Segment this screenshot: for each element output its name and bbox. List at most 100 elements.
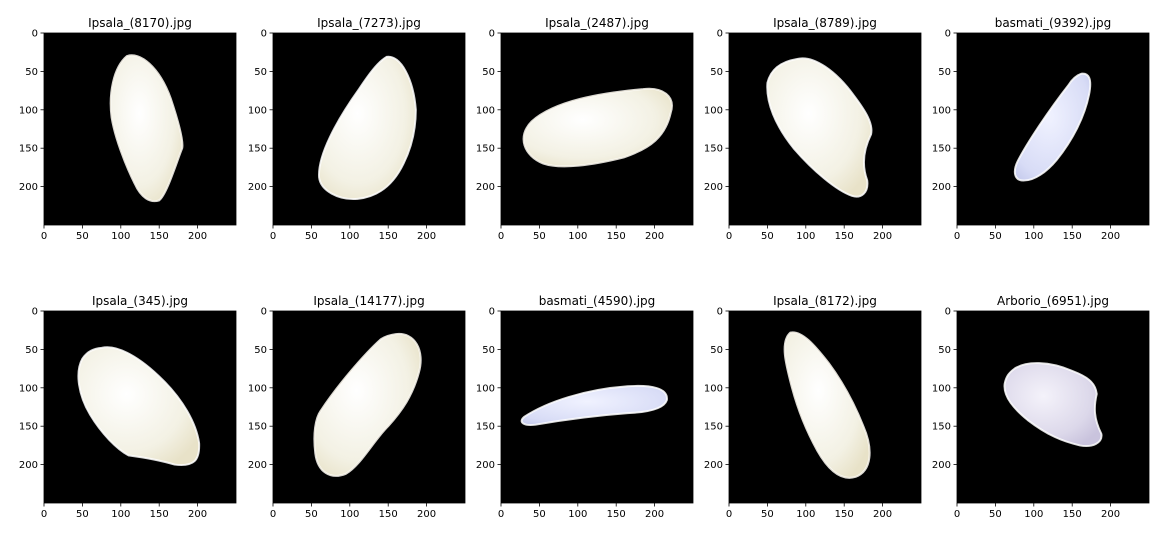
y-tick-label: 50 — [710, 67, 723, 78]
panel-title: Ipsala_(345).jpg — [92, 294, 188, 308]
panel-title: Ipsala_(8170).jpg — [88, 16, 192, 30]
y-tick-label: 150 — [476, 422, 495, 433]
y-tick-label: 200 — [248, 460, 267, 471]
x-tick-label: 0 — [498, 231, 504, 242]
x-tick-label: 200 — [1101, 509, 1120, 520]
y-tick-label: 0 — [489, 29, 495, 40]
y-tick-label: 200 — [704, 460, 723, 471]
rice-grain-image — [313, 333, 422, 477]
rice-grain-image — [522, 87, 673, 168]
y-tick-label: 100 — [932, 105, 951, 116]
x-tick-label: 150 — [835, 231, 854, 242]
y-tick-label: 100 — [19, 105, 38, 116]
y-tick-label: 150 — [704, 144, 723, 155]
y-tick-label: 0 — [717, 307, 723, 318]
panel-title: basmati_(4590).jpg — [539, 294, 656, 308]
axes-frame — [500, 310, 694, 504]
x-tick-label: 0 — [726, 509, 732, 520]
x-tick-label: 50 — [305, 231, 318, 242]
panel-title: Ipsala_(7273).jpg — [317, 16, 421, 30]
x-tick-label: 100 — [340, 231, 359, 242]
panel-title: Ipsala_(14177).jpg — [313, 294, 424, 308]
x-tick-label: 50 — [76, 509, 89, 520]
axes-frame — [272, 32, 466, 226]
image-panel: basmati_(4590).jpg 0 50 100 150 200 0 50 100 150 2… — [476, 294, 694, 520]
rice-grain-image — [766, 57, 873, 198]
y-tick-label: 100 — [704, 383, 723, 394]
y-tick-label: 150 — [476, 144, 495, 155]
rice-grain-image — [520, 384, 668, 426]
x-tick-label: 0 — [270, 509, 276, 520]
x-tick-label: 150 — [607, 509, 626, 520]
rice-grain-image — [318, 55, 417, 200]
x-tick-label: 200 — [1101, 231, 1120, 242]
y-tick-label: 100 — [248, 105, 267, 116]
y-tick-label: 100 — [19, 383, 38, 394]
y-tick-label: 0 — [945, 307, 951, 318]
y-tick-label: 50 — [254, 67, 267, 78]
x-tick-label: 0 — [726, 231, 732, 242]
image-panel: Ipsala_(8172).jpg 0 50 100 150 200 0 50 100 150 20… — [704, 294, 922, 520]
panel-title: Arborio_(6951).jpg — [997, 294, 1109, 308]
x-tick-label: 50 — [533, 509, 546, 520]
x-tick-label: 200 — [188, 509, 207, 520]
x-tick-label: 200 — [645, 231, 664, 242]
y-tick-label: 50 — [25, 345, 38, 356]
x-tick-label: 200 — [417, 509, 436, 520]
y-tick-label: 0 — [489, 307, 495, 318]
y-tick-label: 0 — [717, 29, 723, 40]
x-tick-label: 0 — [41, 509, 47, 520]
axes-frame — [272, 310, 466, 504]
panel-title: Ipsala_(8172).jpg — [773, 294, 877, 308]
image-panel: Ipsala_(2487).jpg 0 50 100 150 200 0 50 100 150 20… — [476, 16, 694, 242]
x-tick-label: 200 — [645, 509, 664, 520]
y-tick-label: 150 — [248, 422, 267, 433]
rice-grain-image — [1003, 362, 1103, 447]
x-tick-label: 200 — [188, 231, 207, 242]
x-tick-label: 150 — [1063, 231, 1082, 242]
x-tick-label: 100 — [796, 231, 815, 242]
y-tick-label: 0 — [32, 29, 38, 40]
y-tick-label: 200 — [476, 182, 495, 193]
y-tick-label: 100 — [248, 383, 267, 394]
y-tick-label: 100 — [932, 383, 951, 394]
y-tick-label: 200 — [19, 182, 38, 193]
y-tick-label: 150 — [248, 144, 267, 155]
image-panel: Ipsala_(345).jpg 0 50 100 150 200 0 50 100 150 200 — [19, 294, 237, 520]
x-tick-label: 50 — [305, 509, 318, 520]
x-tick-label: 50 — [761, 509, 774, 520]
image-panel: Ipsala_(8170).jpg 0 50 100 150 200 0 50 100 150 20… — [19, 16, 237, 242]
x-tick-label: 100 — [568, 509, 587, 520]
y-tick-label: 200 — [476, 460, 495, 471]
x-tick-label: 0 — [954, 509, 960, 520]
x-tick-label: 100 — [111, 509, 130, 520]
panel-title: basmati_(9392).jpg — [995, 16, 1112, 30]
axes-frame — [43, 32, 237, 226]
y-tick-label: 150 — [19, 422, 38, 433]
y-tick-label: 50 — [482, 67, 495, 78]
rice-grain-image — [1013, 72, 1092, 182]
y-tick-label: 50 — [254, 345, 267, 356]
x-tick-label: 0 — [41, 231, 47, 242]
panel-title: Ipsala_(2487).jpg — [545, 16, 649, 30]
x-tick-label: 150 — [607, 231, 626, 242]
x-tick-label: 200 — [873, 509, 892, 520]
x-tick-label: 0 — [270, 231, 276, 242]
image-panel: Ipsala_(8789).jpg 0 50 100 150 200 0 50 100 150 20… — [704, 16, 922, 242]
rice-grain-image — [783, 331, 871, 479]
x-tick-label: 150 — [150, 231, 169, 242]
image-panel: basmati_(9392).jpg 0 50 100 150 200 0 50 100 150 2… — [932, 16, 1150, 242]
rice-grain-image — [77, 346, 201, 467]
x-tick-label: 150 — [835, 509, 854, 520]
x-tick-label: 100 — [1024, 509, 1043, 520]
y-tick-label: 200 — [704, 182, 723, 193]
x-tick-label: 150 — [150, 509, 169, 520]
y-tick-label: 200 — [932, 460, 951, 471]
y-tick-label: 50 — [938, 67, 951, 78]
y-tick-label: 150 — [932, 144, 951, 155]
y-tick-label: 200 — [932, 182, 951, 193]
axes-frame — [956, 32, 1150, 226]
x-tick-label: 100 — [796, 509, 815, 520]
x-tick-label: 200 — [417, 231, 436, 242]
x-tick-label: 0 — [498, 509, 504, 520]
